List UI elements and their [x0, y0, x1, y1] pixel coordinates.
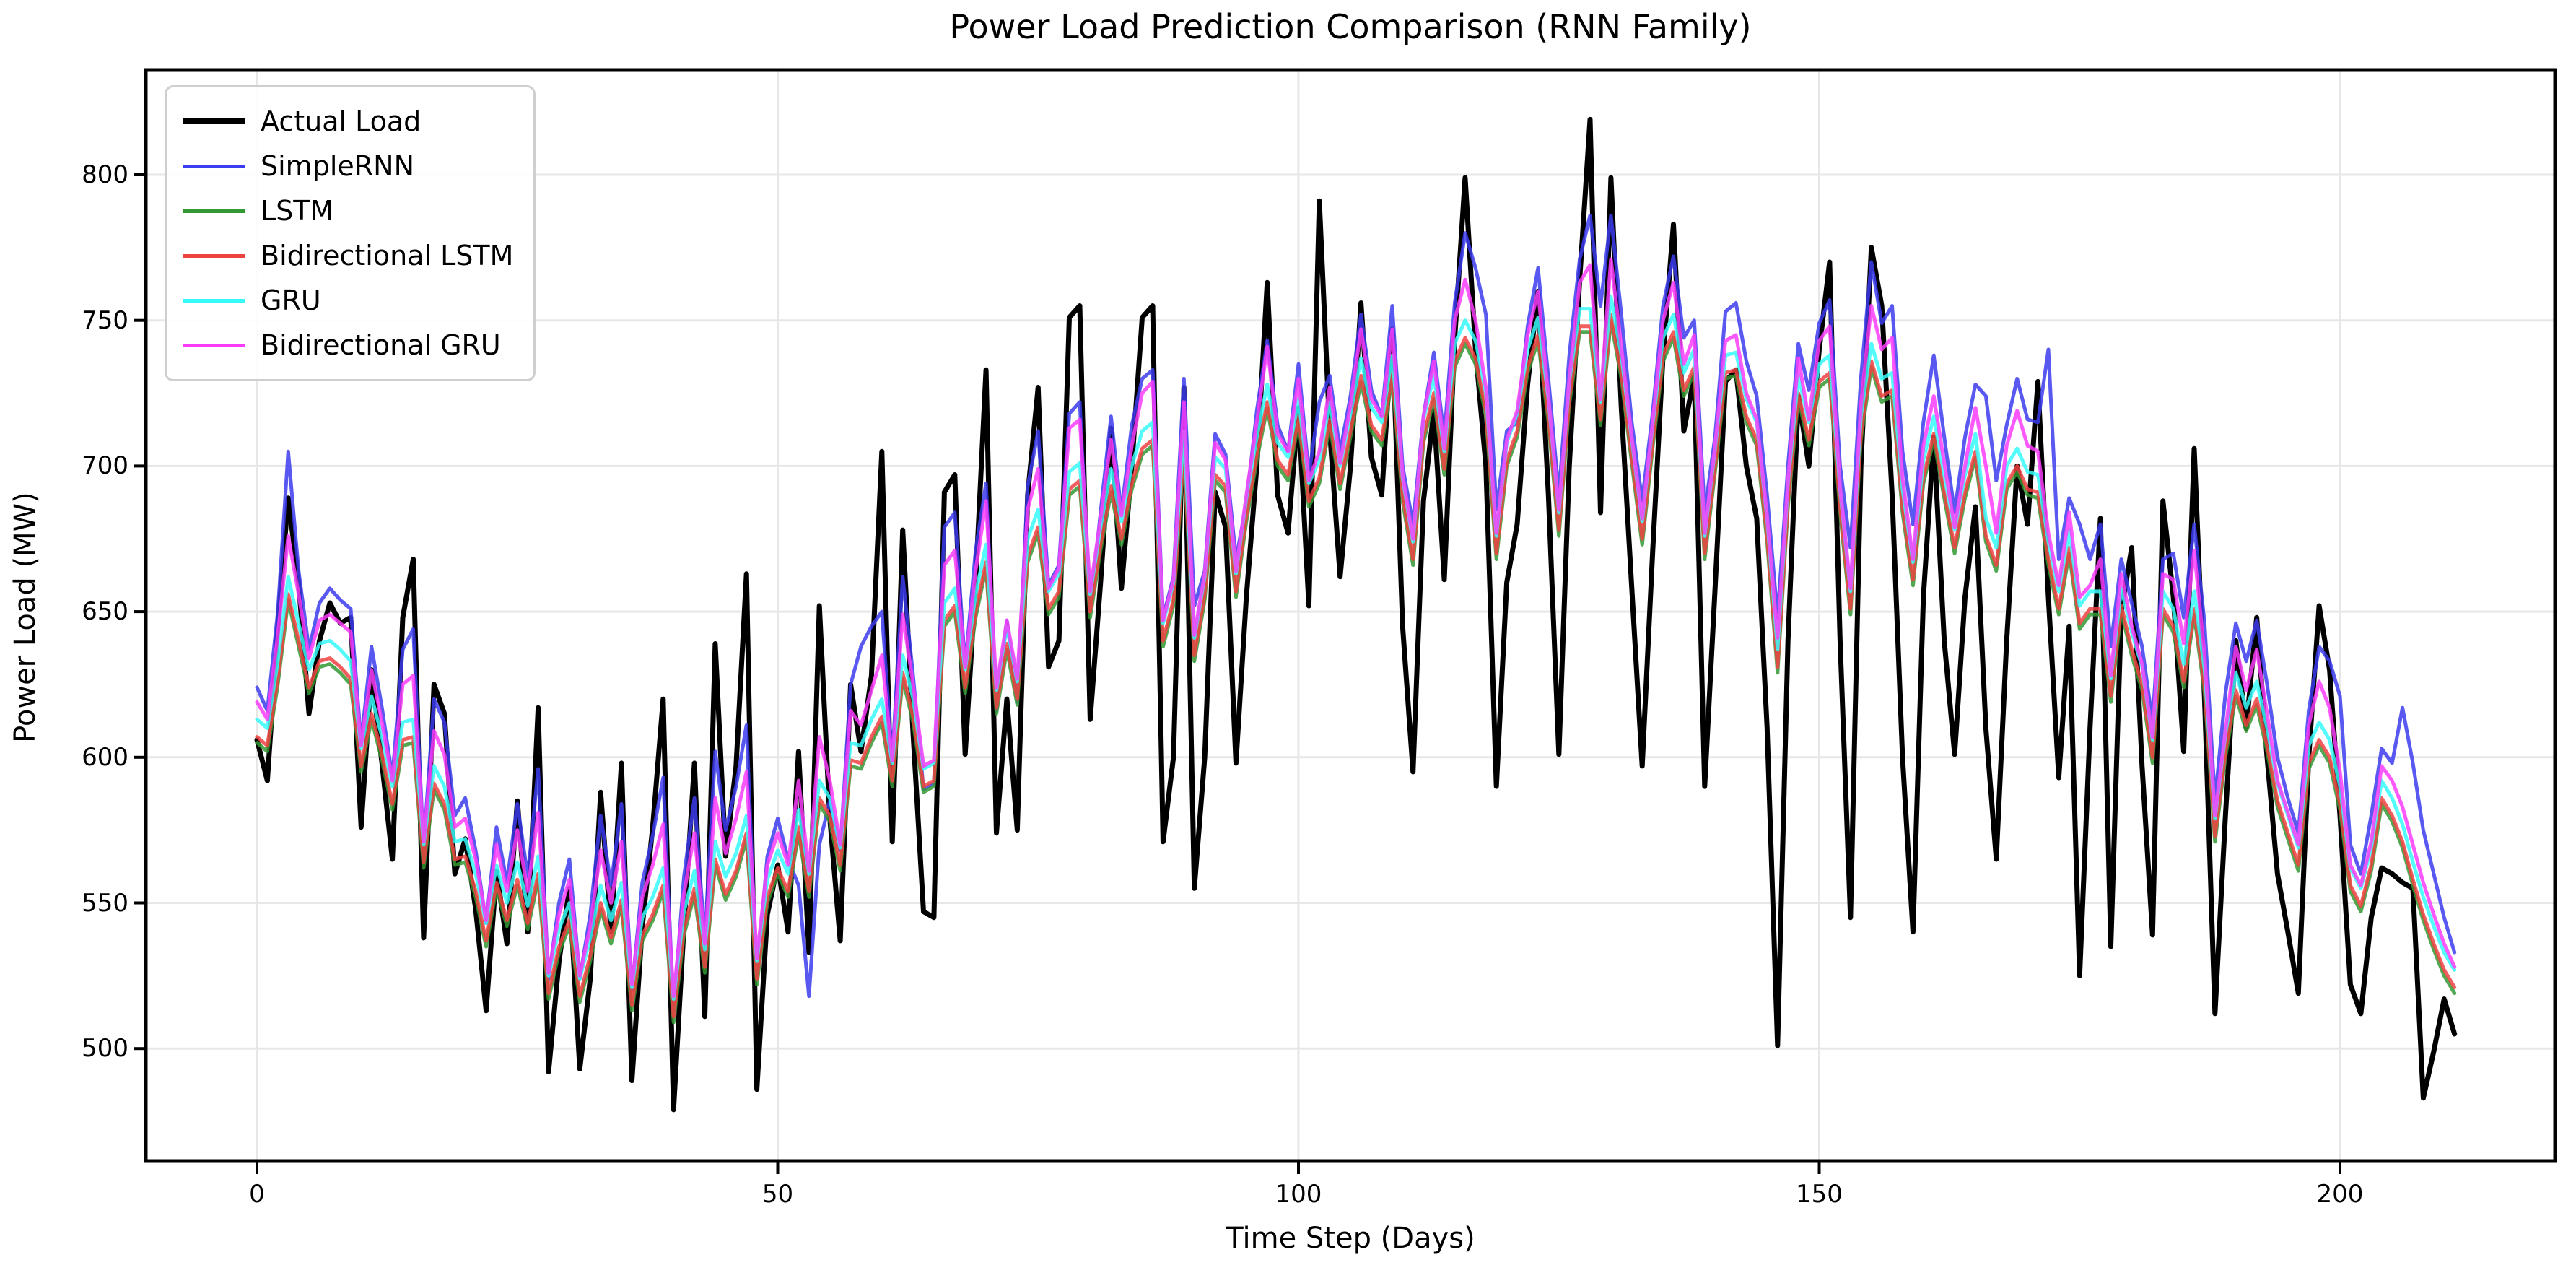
series-line-gru	[255, 295, 2457, 1001]
legend-label: LSTM	[261, 195, 334, 227]
series-line-lstm	[255, 318, 2457, 1025]
y-tick-label: 550	[82, 888, 128, 918]
axes-spines	[144, 68, 2557, 1163]
legend-item-bidirectional-gru: Bidirectional GRU	[183, 323, 513, 368]
legend-label: Bidirectional LSTM	[261, 240, 514, 271]
legend-item-lstm: LSTM	[183, 188, 513, 233]
x-axis-label: Time Step (Days)	[1226, 1222, 1475, 1255]
legend-swatch-gru	[183, 298, 245, 303]
legend-item-gru: GRU	[183, 278, 513, 323]
series-line-bidirectional-gru	[255, 257, 2457, 999]
y-tick-label: 700	[82, 451, 128, 481]
y-tick-label: 800	[82, 160, 128, 189]
legend-swatch-lstm	[183, 209, 245, 213]
y-tick-label: 600	[82, 742, 128, 772]
legend-item-simplernn: SimpleRNN	[183, 144, 513, 188]
legend-swatch-bidirectional-gru	[183, 343, 245, 347]
legend-label: Actual Load	[261, 105, 422, 137]
legend: Actual Load SimpleRNN LSTM Bidirectional…	[165, 85, 536, 381]
series-line-simplernn	[255, 214, 2457, 1013]
legend-swatch-bidirectional-lstm	[183, 253, 245, 258]
legend-item-bidirectional-lstm: Bidirectional LSTM	[183, 233, 513, 278]
x-tick-label: 100	[1275, 1180, 1322, 1209]
chart-title: Power Load Prediction Comparison (RNN Fa…	[949, 7, 1752, 46]
y-tick-label: 750	[82, 305, 128, 335]
legend-swatch-simplernn	[183, 164, 245, 168]
x-tick-label: 150	[1796, 1180, 1843, 1209]
legend-label: Bidirectional GRU	[261, 329, 501, 361]
legend-swatch-actual-load	[183, 118, 245, 124]
y-tick-label: 500	[82, 1034, 128, 1064]
legend-label: SimpleRNN	[261, 150, 415, 182]
x-tick-label: 50	[761, 1180, 794, 1209]
legend-item-actual-load: Actual Load	[183, 99, 513, 144]
x-tick-label: 200	[2316, 1180, 2364, 1209]
x-tick-label: 0	[249, 1180, 265, 1209]
legend-label: GRU	[261, 284, 321, 316]
y-tick-label: 650	[82, 597, 128, 627]
